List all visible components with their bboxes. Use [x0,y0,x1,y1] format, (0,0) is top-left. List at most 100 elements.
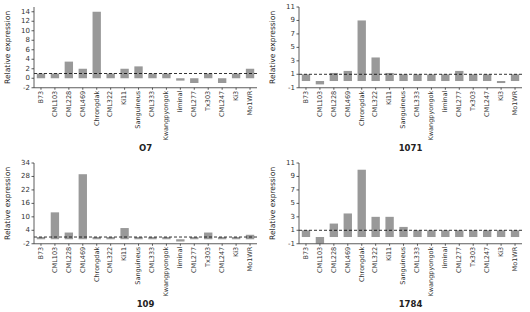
panel: -11357911B73CML103CML228CML469ChrongdakC… [268,3,522,153]
bar [190,78,198,83]
x-tick-label: Tx303 [469,91,477,112]
y-axis-label: Relative expression [268,167,277,240]
bar [441,230,449,237]
bar [302,74,310,81]
y-tick [297,176,300,177]
reference-line [34,237,257,238]
bar [455,71,463,81]
y-tick-label: 11 [286,3,295,11]
x-axis-line [299,243,522,244]
y-tick [32,176,35,177]
y-tick-label: -2 [23,240,30,248]
y-tick [297,20,300,21]
x-tick-label: CML228 [65,91,73,117]
x-tick [152,244,153,246]
x-axis-label: 1784 [399,299,423,309]
x-tick [319,88,320,90]
bar [344,213,352,237]
bars [34,12,257,83]
y-tick [32,59,35,60]
bar [385,217,393,237]
bar [497,230,505,237]
bar [51,74,59,79]
x-tick-label: Sanguineus [134,246,142,285]
y-tick-label: 1 [291,70,295,78]
x-tick [54,244,55,246]
x-tick [403,88,404,90]
y-tick-label: 6 [26,46,31,54]
x-tick [361,88,362,90]
x-tick [152,88,153,90]
x-tick-label: Sanguineus [399,246,407,285]
x-tick [54,88,55,90]
x-tick [459,244,460,246]
bar [232,74,240,79]
x-tick-label: B73 [302,91,310,104]
bar [316,81,324,84]
y-tick [32,40,35,41]
x-tick [208,244,209,246]
y-tick [297,87,300,88]
x-tick-label: Iiminal [176,247,184,269]
x-tick-label: Ki11 [385,91,393,105]
y-tick [32,87,35,88]
x-tick [82,244,83,246]
x-tick [305,244,306,246]
bar [371,57,379,81]
y-tick [297,33,300,34]
y-tick [32,203,35,204]
x-tick [403,244,404,246]
x-tick [501,244,502,246]
bar [37,74,45,79]
x-tick-label: B73 [302,247,310,260]
bar [427,74,435,81]
bars [299,170,522,244]
x-tick [487,88,488,90]
bar [455,230,463,237]
bar [413,74,421,81]
x-tick [333,244,334,246]
x-tick-label: Kwangpyongok [162,91,170,141]
x-tick-label: CML277 [190,247,198,273]
reference-line [34,73,257,74]
y-tick-label: 4 [26,226,31,234]
x-tick [40,244,41,246]
bar [399,74,407,81]
x-tick [333,88,334,90]
y-tick [32,189,35,190]
x-tick [166,88,167,90]
y-tick-label: 5 [291,199,295,207]
x-tick [138,88,139,90]
x-tick [110,244,111,246]
x-tick-label: Chrongdak [358,91,366,127]
y-tick [32,49,35,50]
y-axis-label: Relative expression [3,11,12,84]
x-tick [459,88,460,90]
y-tick [297,203,300,204]
x-tick-label: Iiminal [176,91,184,113]
x-tick [515,244,516,246]
x-tick [487,244,488,246]
x-tick [110,88,111,90]
x-tick [361,244,362,246]
y-tick [297,47,300,48]
y-tick-label: 9 [291,172,295,180]
x-tick-label: Ki3 [497,247,505,257]
y-tick-label: 10 [21,27,30,35]
x-tick-label: Mo1WR [511,246,519,271]
y-tick [32,216,35,217]
x-tick [375,88,376,90]
bar [371,217,379,237]
x-axis-line [299,87,522,88]
bar [65,233,73,240]
x-tick-label: CML322 [371,91,379,117]
y-tick-label: 7 [291,186,295,194]
bars [34,174,257,241]
x-tick [389,88,390,90]
x-tick [236,244,237,246]
y-tick [297,243,300,244]
x-tick [194,244,195,246]
x-tick-label: CML333 [413,247,421,273]
bar [65,62,73,79]
x-tick [96,244,97,246]
